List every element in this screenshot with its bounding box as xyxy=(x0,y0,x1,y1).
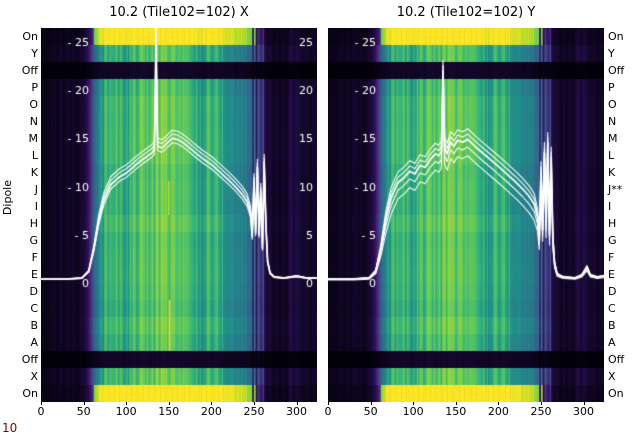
dipole-row-label-left: Off xyxy=(21,352,38,366)
x-axis-tick xyxy=(296,402,298,405)
heatmap-plot-x xyxy=(41,28,317,402)
x-tick-label: 100 xyxy=(402,405,424,418)
dipole-row-label-left: G xyxy=(29,233,38,247)
x-tick-label: 250 xyxy=(243,405,265,418)
x-axis-tick xyxy=(83,402,85,405)
x-axis-tick xyxy=(413,402,415,405)
x-tick-label: 150 xyxy=(445,405,467,418)
x-tick-label: 200 xyxy=(487,405,509,418)
dipole-row-label-left: Off xyxy=(21,63,38,77)
x-tick-label: 200 xyxy=(200,405,222,418)
x-tick-label: 300 xyxy=(573,405,595,418)
x-axis-tick xyxy=(126,402,128,405)
dipole-row-label-right: B xyxy=(608,318,616,332)
dipole-row-label-left: C xyxy=(30,301,38,315)
dipole-row-label-right: X xyxy=(608,369,616,383)
dipole-row-label-left: O xyxy=(29,97,38,111)
dipole-row-label-left: Y xyxy=(31,46,38,60)
dipole-row-label-right: Off xyxy=(608,63,625,77)
dipole-row-label-left: X xyxy=(30,369,38,383)
dipole-row-label-right: N xyxy=(608,114,617,128)
dipole-row-label-right: I xyxy=(608,199,612,213)
dipole-row-label-right: E xyxy=(608,267,615,281)
dipole-row-label-left: D xyxy=(29,284,38,298)
dipole-row-label-left: On xyxy=(22,29,38,43)
dipole-row-label-right: M xyxy=(608,131,618,145)
dipole-row-label-right: J** xyxy=(608,182,623,196)
dipole-row-label-right: A xyxy=(608,335,616,349)
dipole-row-label-right: On xyxy=(608,386,624,400)
dipole-row-label-left: P xyxy=(31,80,38,94)
dipole-row-label-left: M xyxy=(28,131,39,145)
x-axis-tick xyxy=(211,402,213,405)
dipole-row-label-right: K xyxy=(608,165,616,179)
dipole-row-label-left: B xyxy=(30,318,38,332)
dipole-row-label-left: I xyxy=(34,199,38,213)
dipole-row-label-left: N xyxy=(29,114,38,128)
dipole-row-label-right: Y xyxy=(608,46,615,60)
dipole-row-label-right: C xyxy=(608,301,616,315)
x-axis-tick xyxy=(370,402,372,405)
x-axis-tick xyxy=(455,402,457,405)
dipole-row-label-left: F xyxy=(31,250,38,264)
plot-title-x: 10.2 (Tile102=102) X xyxy=(109,5,249,20)
x-axis-tick xyxy=(168,402,170,405)
x-tick-label: 150 xyxy=(158,405,180,418)
dipole-row-label-right: D xyxy=(608,284,617,298)
x-tick-label: 300 xyxy=(286,405,308,418)
x-tick-label: 50 xyxy=(76,405,91,418)
x-tick-label: 100 xyxy=(115,405,137,418)
x-axis-tick xyxy=(583,402,585,405)
x-axis-tick xyxy=(540,402,542,405)
dipole-row-label-right: P xyxy=(608,80,615,94)
dipole-row-label-left: H xyxy=(29,216,38,230)
x-tick-label: 50 xyxy=(363,405,378,418)
plot-title-y: 10.2 (Tile102=102) Y xyxy=(396,5,536,20)
dipole-row-label-right: H xyxy=(608,216,617,230)
heatmap-plot-y xyxy=(328,28,604,402)
x-axis-tick xyxy=(253,402,255,405)
x-axis-tick xyxy=(498,402,500,405)
x-tick-label: 0 xyxy=(324,405,332,418)
x-tick-label: 0 xyxy=(37,405,45,418)
dipole-row-label-right: Off xyxy=(608,352,625,366)
x-axis-tick xyxy=(328,402,329,405)
dipole-row-label-left: On xyxy=(22,386,38,400)
dipole-row-label-left: K xyxy=(30,165,38,179)
corner-note: 10 xyxy=(2,421,18,435)
x-tick-label: 250 xyxy=(530,405,552,418)
dipole-row-label-right: On xyxy=(608,29,624,43)
x-axis-tick xyxy=(41,402,42,405)
dipole-row-label-left: J xyxy=(34,182,38,196)
dipole-row-label-left: A xyxy=(30,335,38,349)
dipole-row-label-right: F xyxy=(608,250,615,264)
dipole-row-label-right: O xyxy=(608,97,617,111)
dipole-row-label-right: G xyxy=(608,233,617,247)
dipole-row-label-left: L xyxy=(31,148,38,162)
dipole-row-label-left: E xyxy=(31,267,38,281)
dipole-row-label-right: L xyxy=(608,148,615,162)
